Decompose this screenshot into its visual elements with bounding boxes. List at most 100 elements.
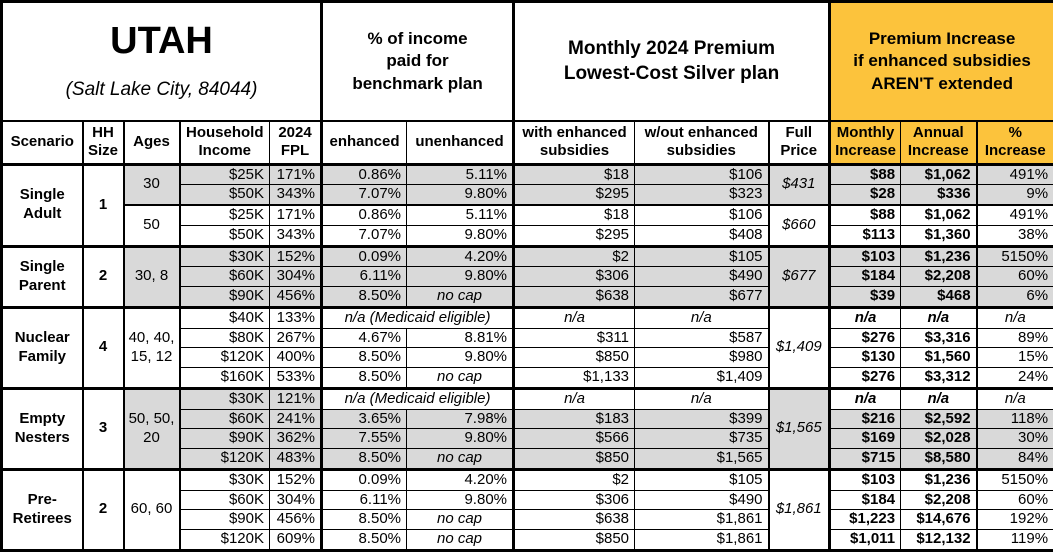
with-subsidies-cell: $18 (512, 204, 636, 226)
annual-increase-cell: $14,676 (900, 509, 978, 531)
col-header-hh-size: HH Size (81, 120, 124, 165)
fpl-cell: 533% (268, 367, 323, 389)
unenhanced-cell: 4.20% (406, 244, 515, 268)
fpl-cell: 171% (268, 204, 323, 226)
scenario-cell: Nuclear Family (1, 305, 83, 389)
monthly-increase-cell: n/a (828, 305, 902, 329)
unenhanced-cell: 9.80% (406, 224, 515, 247)
fpl-cell: 152% (268, 244, 323, 268)
without-subsidies-cell: $323 (634, 184, 770, 206)
enhanced-cell: 7.07% (320, 184, 408, 206)
ages-cell: 40, 40, 15, 12 (122, 305, 180, 389)
annual-increase-cell: n/a (900, 386, 978, 410)
fpl-cell: 121% (268, 386, 323, 410)
unenhanced-cell: no cap (406, 529, 515, 551)
income-cell: $90K (178, 428, 270, 450)
full-price-cell: $431 (767, 162, 831, 206)
income-cell: $30K (178, 386, 270, 410)
with-subsidies-cell: $183 (512, 408, 636, 430)
unenhanced-cell: no cap (406, 509, 515, 531)
income-cell: $120K (178, 529, 270, 551)
annual-increase-cell: $8,580 (900, 448, 978, 470)
col-header-fpl: 2024 FPL (268, 120, 323, 165)
pct-increase-cell: 15% (975, 347, 1053, 369)
enhanced-cell: 8.50% (320, 448, 408, 470)
pct-increase-cell: 60% (975, 489, 1053, 511)
with-subsidies-cell: $295 (512, 184, 636, 206)
pct-increase-cell: 5150% (975, 467, 1053, 491)
unenhanced-cell: 4.20% (406, 467, 515, 491)
income-cell: $60K (178, 408, 270, 430)
annual-increase-cell: $336 (900, 184, 978, 206)
annual-increase-cell: $1,236 (900, 467, 978, 491)
without-subsidies-cell: $490 (634, 266, 770, 288)
pct-increase-cell: n/a (975, 386, 1053, 410)
with-subsidies-cell: $18 (512, 162, 636, 186)
with-subsidies-cell: $1,133 (512, 367, 636, 389)
col-header-annual-increase: Annual Increase (900, 120, 978, 165)
pct-increase-cell: 491% (975, 162, 1053, 186)
with-subsidies-cell: $306 (512, 489, 636, 511)
col-header-ages: Ages (122, 120, 180, 165)
pct-increase-cell: 5150% (975, 244, 1053, 268)
monthly-increase-cell: $39 (828, 286, 902, 308)
annual-increase-cell: $1,062 (900, 162, 978, 186)
enhanced-cell: 0.86% (320, 162, 408, 186)
monthly-increase-cell: $88 (828, 204, 902, 226)
annual-increase-cell: $2,028 (900, 428, 978, 450)
pct-increase-cell: 491% (975, 204, 1053, 226)
monthly-increase-cell: $276 (828, 327, 902, 349)
monthly-increase-cell: $216 (828, 408, 902, 430)
full-price-cell: $677 (767, 244, 831, 308)
monthly-increase-cell: $715 (828, 448, 902, 470)
with-subsidies-cell: $850 (512, 529, 636, 551)
fpl-cell: 343% (268, 224, 323, 247)
unenhanced-cell: no cap (406, 286, 515, 308)
without-subsidies-cell: n/a (634, 305, 770, 329)
income-cell: $40K (178, 305, 270, 329)
annual-increase-cell: $3,312 (900, 367, 978, 389)
annual-increase-cell: $1,560 (900, 347, 978, 369)
monthly-increase-cell: $113 (828, 224, 902, 247)
section-premium: Monthly 2024 Premium Lowest-Cost Silver … (512, 1, 831, 122)
unenhanced-cell: 9.80% (406, 184, 515, 206)
monthly-increase-cell: $103 (828, 467, 902, 491)
fpl-cell: 343% (268, 184, 323, 206)
monthly-increase-cell: n/a (828, 386, 902, 410)
with-subsidies-cell: $850 (512, 347, 636, 369)
enhanced-cell: 7.07% (320, 224, 408, 247)
without-subsidies-cell: $587 (634, 327, 770, 349)
ages-cell: 50, 50, 20 (122, 386, 180, 470)
enhanced-cell: 8.50% (320, 347, 408, 369)
hh-size-cell: 2 (81, 467, 124, 551)
col-header-unenhanced: unenhanced (406, 120, 515, 165)
fpl-cell: 171% (268, 162, 323, 186)
annual-increase-cell: $1,062 (900, 204, 978, 226)
without-subsidies-cell: $490 (634, 489, 770, 511)
income-cell: $50K (178, 184, 270, 206)
fpl-cell: 267% (268, 327, 323, 349)
with-subsidies-cell: $306 (512, 266, 636, 288)
enhanced-cell: 3.65% (320, 408, 408, 430)
pct-increase-cell: 84% (975, 448, 1053, 470)
col-header-with-subsidies: with enhanced subsidies (512, 120, 636, 165)
with-subsidies-cell: $638 (512, 286, 636, 308)
without-subsidies-cell: $106 (634, 162, 770, 186)
pct-increase-cell: 89% (975, 327, 1053, 349)
income-cell: $160K (178, 367, 270, 389)
full-price-cell: $1,409 (767, 305, 831, 389)
monthly-increase-cell: $1,011 (828, 529, 902, 551)
fpl-cell: 152% (268, 467, 323, 491)
full-price-cell: $660 (767, 204, 831, 247)
col-header-enhanced: enhanced (320, 120, 408, 165)
hh-size-cell: 2 (81, 244, 124, 308)
annual-increase-cell: n/a (900, 305, 978, 329)
monthly-increase-cell: $184 (828, 266, 902, 288)
ages-cell: 30, 8 (122, 244, 180, 308)
annual-increase-cell: $2,208 (900, 266, 978, 288)
annual-increase-cell: $3,316 (900, 327, 978, 349)
col-header-full-price: Full Price (767, 120, 831, 165)
without-subsidies-cell: $735 (634, 428, 770, 450)
scenario-cell: Single Adult (1, 162, 83, 247)
